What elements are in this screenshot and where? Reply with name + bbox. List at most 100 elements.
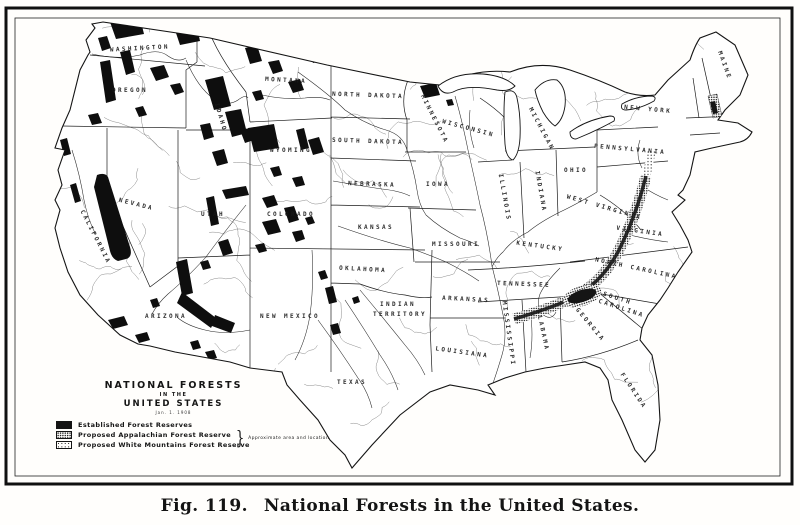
river xyxy=(297,71,480,247)
river xyxy=(261,94,331,101)
legend-item-appalachian: Proposed Appalachian Forest Reserve xyxy=(56,430,346,440)
stream-texture xyxy=(563,418,591,429)
stream-texture xyxy=(131,220,146,275)
stream-texture xyxy=(260,22,308,34)
appalachian-swatch-icon xyxy=(56,431,72,439)
stream-texture xyxy=(333,113,387,135)
stream-texture xyxy=(510,231,529,254)
stream-texture xyxy=(606,22,620,43)
stream-texture xyxy=(138,46,146,99)
river xyxy=(177,317,251,333)
stream-texture xyxy=(131,74,145,96)
state-label-missouri: MISSOURI xyxy=(432,241,480,248)
stream-texture xyxy=(432,258,469,278)
stream-texture xyxy=(86,266,133,301)
state-borders xyxy=(61,22,737,373)
state-label-indian: INDIAN xyxy=(380,301,416,308)
stream-texture xyxy=(471,341,480,366)
stream-texture xyxy=(203,277,253,298)
stream-texture xyxy=(277,345,318,365)
lake-michigan xyxy=(503,90,521,161)
legend-item-label: Established Forest Reserves xyxy=(78,421,193,429)
state-label-nebraska: NEBRASKA xyxy=(348,180,396,189)
stream-texture xyxy=(356,30,417,67)
stream-texture xyxy=(709,304,729,322)
state-label-north-dakota: NORTH DAKOTA xyxy=(332,91,404,101)
river xyxy=(637,139,643,169)
state-label-new-york: NEW YORK xyxy=(624,104,673,115)
state-label-wyoming: WYOMING xyxy=(270,147,312,154)
outer-frame xyxy=(4,6,794,486)
state-label-ohio: OHIO xyxy=(564,167,588,174)
figure-number: Fig. 119. xyxy=(160,496,248,516)
stream-texture xyxy=(233,162,267,166)
lake-erie xyxy=(569,115,615,140)
stream-texture xyxy=(498,409,506,448)
stream-texture xyxy=(435,152,487,188)
stream-texture xyxy=(209,228,275,251)
stream-texture xyxy=(702,313,729,331)
stream-texture xyxy=(748,118,752,143)
stream-texture xyxy=(568,448,627,456)
state-label-iowa: IOWA xyxy=(426,181,450,188)
stream-texture xyxy=(79,260,122,270)
state-label-utah: UTAH xyxy=(201,211,225,218)
river xyxy=(344,299,399,391)
stream-texture xyxy=(472,28,487,75)
stream-texture xyxy=(748,316,752,360)
stream-texture xyxy=(565,392,581,421)
stream-texture xyxy=(465,324,511,348)
river xyxy=(71,149,97,236)
legend-title-line2: IN THE xyxy=(159,392,188,398)
stream-texture xyxy=(368,196,394,209)
river xyxy=(294,249,313,361)
river xyxy=(469,109,475,149)
stream-texture xyxy=(176,160,201,180)
river xyxy=(491,191,598,268)
legend-item-label: Proposed White Mountains Forest Reserve xyxy=(78,441,250,449)
great-lakes xyxy=(437,73,656,161)
stream-texture xyxy=(399,317,438,335)
figure-map: WASHINGTONOREGONCALIFORNIANEVADAIDAHOMON… xyxy=(4,6,794,486)
stream-texture xyxy=(437,154,453,194)
stream-texture xyxy=(335,297,362,349)
inner-frame xyxy=(14,17,781,477)
figure-caption: Fig. 119. National Forests in the United … xyxy=(0,496,800,516)
stream-texture xyxy=(534,403,554,454)
stream-texture xyxy=(692,245,752,261)
legend-items: Established Forest Reserves Proposed App… xyxy=(56,420,346,450)
appalachian-reserve-band xyxy=(512,149,656,325)
figure-title: National Forests in the United States. xyxy=(263,496,640,516)
stream-texture xyxy=(113,168,139,206)
stream-texture xyxy=(138,223,146,245)
stream-texture xyxy=(583,364,604,437)
stream-texture xyxy=(548,381,580,403)
legend-title: NATIONAL FORESTS IN THE UNITED STATES Ja… xyxy=(56,380,291,415)
river xyxy=(454,95,506,387)
stream-texture xyxy=(713,154,725,188)
lake-superior xyxy=(437,73,516,94)
rivers xyxy=(71,51,669,409)
river xyxy=(332,180,411,197)
stream-texture xyxy=(354,267,404,291)
legend-item-label: Proposed Appalachian Forest Reserve xyxy=(78,431,232,439)
stream-texture xyxy=(194,52,246,74)
white-mountains-swatch-icon xyxy=(56,441,72,449)
stream-texture xyxy=(375,350,400,385)
state-label-colorado: COLORADO xyxy=(267,211,315,218)
state-label-oklahoma: OKLAHOMA xyxy=(339,265,387,275)
legend-title-line3: UNITED STATES xyxy=(123,399,224,409)
stream-texture xyxy=(342,169,387,198)
stream-texture xyxy=(440,153,464,218)
state-label-kansas: KANSAS xyxy=(358,224,394,231)
stream-texture xyxy=(350,401,390,426)
state-label-south-dakota: SOUTH DAKOTA xyxy=(332,137,404,147)
legend-title-line1: NATIONAL FORESTS xyxy=(104,380,243,391)
stream-texture xyxy=(586,93,629,106)
lake-ontario xyxy=(621,95,656,111)
lake-huron xyxy=(534,79,566,127)
state-label-oregon: OREGON xyxy=(112,87,148,94)
legend-item-white-mountains: Proposed White Mountains Forest Reserve xyxy=(56,440,346,450)
river xyxy=(629,234,669,243)
